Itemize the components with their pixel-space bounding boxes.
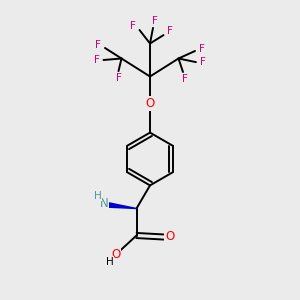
Text: F: F xyxy=(95,40,101,50)
Text: F: F xyxy=(199,44,205,54)
Text: O: O xyxy=(111,248,120,261)
Polygon shape xyxy=(100,201,136,208)
Text: H: H xyxy=(106,257,113,267)
Text: O: O xyxy=(146,97,154,110)
Text: H: H xyxy=(94,190,101,201)
Text: F: F xyxy=(116,73,122,83)
Text: F: F xyxy=(200,57,206,67)
Text: F: F xyxy=(130,21,136,32)
Text: F: F xyxy=(94,55,100,65)
Text: N: N xyxy=(100,197,109,210)
Text: F: F xyxy=(182,74,188,84)
Text: F: F xyxy=(152,16,158,26)
Text: F: F xyxy=(167,26,173,37)
Text: O: O xyxy=(165,230,174,243)
